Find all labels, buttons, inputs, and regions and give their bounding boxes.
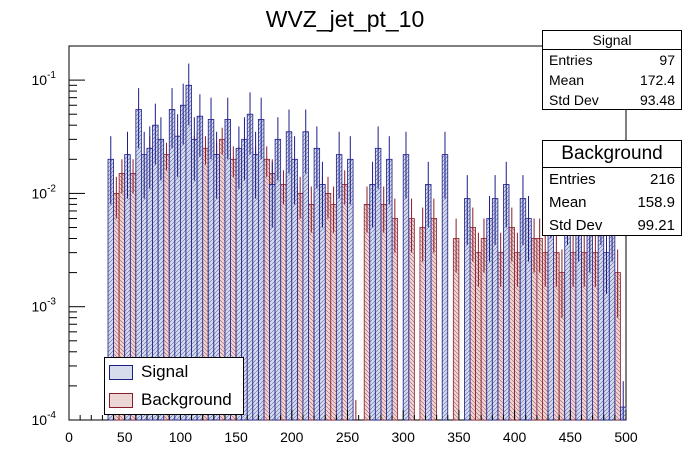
stats-signal-mean-label: Mean [549, 72, 585, 88]
signal-bar-23 [285, 131, 293, 421]
stats-signal-title: Signal [543, 31, 681, 50]
legend-label-signal: Signal [141, 362, 189, 381]
x-tick-label-50: 50 [117, 429, 133, 445]
stats-background-mean-label: Mean [549, 194, 587, 211]
stats-box-background: Background Entries 216 Mean 158.9 Std Dev 9… [542, 140, 682, 236]
signal-bar-18 [246, 113, 254, 421]
x-tick-label-450: 450 [559, 429, 583, 445]
stats-signal-entries-label: Entries [549, 52, 593, 68]
stats-background-std: 99.21 [637, 217, 675, 234]
background-bar-32 [296, 193, 304, 421]
y-axis: 10-4 10-3 10-2 10-1 [32, 45, 85, 428]
x-tick-label-0: 0 [65, 429, 73, 445]
background-bar-34 [308, 203, 315, 421]
x-tick-label-300: 300 [392, 429, 416, 445]
x-tick-label-250: 250 [336, 429, 360, 445]
legend-label-background: Background [141, 390, 232, 409]
y-tick-label--2: 10-2 [32, 183, 57, 201]
x-tick-label-150: 150 [224, 429, 248, 445]
signal-bar-26 [313, 147, 321, 421]
x-tick-label-350: 350 [447, 429, 471, 445]
stats-box-signal: Signal Entries 97 Mean 172.4 Std Dev 93.48 [542, 30, 682, 110]
stats-background-entries: 216 [649, 171, 675, 188]
chart-title: WVZ_jet_pt_10 [266, 6, 425, 32]
stats-signal-std: 93.48 [639, 92, 675, 108]
y-tick-label--4: 10-4 [32, 410, 57, 428]
signal-bar-22 [274, 138, 282, 421]
background-bar-42 [363, 203, 371, 421]
chart-legend: Signal Background [104, 357, 244, 415]
x-tick-label-100: 100 [169, 429, 193, 445]
y-tick-label--1: 10-1 [32, 70, 57, 88]
x-tick-label-200: 200 [280, 429, 304, 445]
stats-signal-entries: 97 [659, 52, 675, 68]
background-bar-43 [380, 203, 387, 421]
background-bar-39 [341, 184, 348, 421]
signal-bar-20 [257, 118, 265, 421]
background-bar-37 [324, 193, 332, 421]
stats-signal-std-label: Std Dev [549, 92, 599, 108]
signal-bars [107, 63, 627, 421]
y-tick-label--3: 10-3 [32, 297, 57, 315]
x-axis: 0 50 100 150 200 250 300 350 400 450 500 [65, 410, 638, 445]
signal-bar-31 [374, 147, 382, 421]
background-bar-38 [330, 203, 337, 421]
x-tick-label-400: 400 [503, 429, 527, 445]
signal-bar-25 [302, 131, 309, 421]
legend-entry-signal: Signal [105, 358, 243, 386]
stats-background-std-label: Std Dev [549, 217, 603, 234]
x-tick-label-500: 500 [614, 429, 638, 445]
background-bar-29 [280, 184, 287, 421]
legend-swatch-signal [109, 364, 133, 380]
stats-background-mean: 158.9 [637, 194, 675, 211]
legend-swatch-background [109, 392, 133, 408]
stats-signal-mean: 172.4 [639, 72, 675, 88]
legend-entry-background: Background [105, 386, 243, 414]
background-bar-26 [263, 158, 270, 421]
stats-background-entries-label: Entries [549, 171, 596, 188]
stats-background-title: Background [543, 141, 681, 168]
